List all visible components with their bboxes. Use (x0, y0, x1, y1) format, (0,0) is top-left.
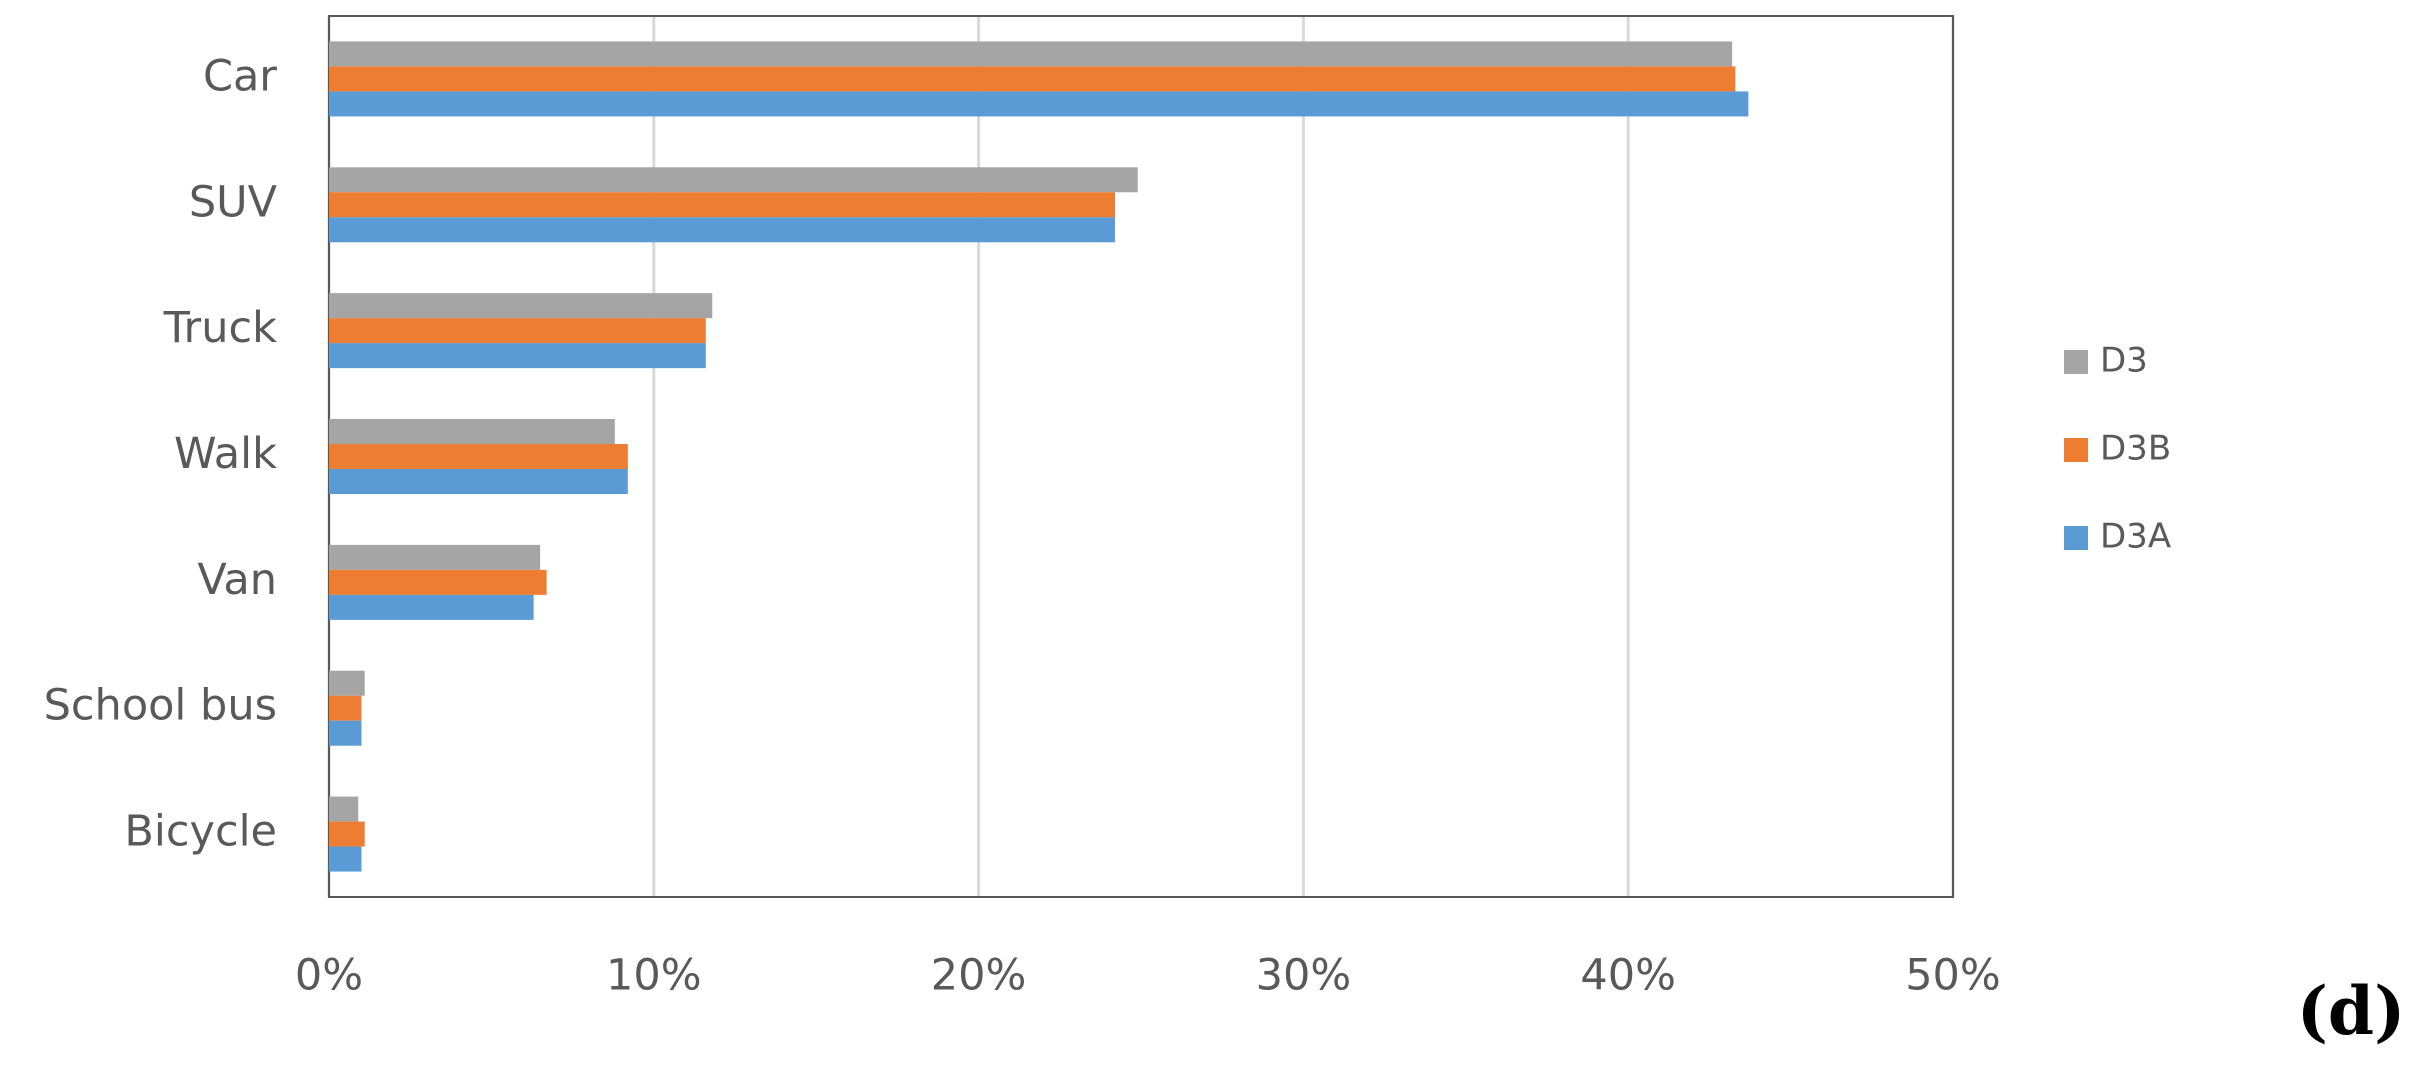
y-tick-label: School bus (44, 681, 277, 731)
bar (329, 670, 365, 696)
y-tick-label: SUV (189, 177, 278, 227)
panel-label: (d) (2297, 972, 2406, 1050)
bar (329, 66, 1736, 92)
bar (329, 846, 362, 872)
y-tick-label: Car (203, 51, 277, 101)
y-tick-label: Bicycle (124, 807, 277, 857)
bar (329, 318, 706, 344)
bar (329, 293, 713, 319)
bar (329, 91, 1749, 117)
legend-label: D3B (2100, 429, 2171, 469)
y-tick-label: Van (197, 555, 277, 605)
x-tick-label: 50% (1905, 951, 2001, 1001)
x-tick-label: 40% (1580, 951, 1676, 1001)
bar (329, 192, 1116, 218)
x-tick-label: 0% (295, 951, 363, 1001)
bar (329, 419, 615, 444)
legend-swatch (2064, 438, 2088, 462)
bar (329, 343, 706, 369)
x-tick-label: 10% (606, 951, 702, 1001)
bar (329, 469, 628, 494)
bar (329, 821, 365, 847)
bar (329, 41, 1733, 67)
bar (329, 594, 534, 620)
legend-swatch (2064, 350, 2088, 374)
x-tick-label: 30% (1256, 951, 1352, 1001)
bar (329, 569, 547, 595)
bar (329, 720, 362, 746)
bar (329, 167, 1138, 193)
x-tick-label: 20% (931, 951, 1027, 1001)
y-tick-label: Truck (163, 303, 278, 353)
bar (329, 444, 628, 469)
bar (329, 217, 1116, 243)
legend-label: D3 (2100, 341, 2148, 381)
legend-swatch (2064, 526, 2088, 550)
bar (329, 544, 541, 570)
bar (329, 796, 359, 822)
legend-label: D3A (2100, 517, 2171, 557)
bar (329, 695, 362, 721)
y-tick-label: Walk (174, 429, 277, 479)
